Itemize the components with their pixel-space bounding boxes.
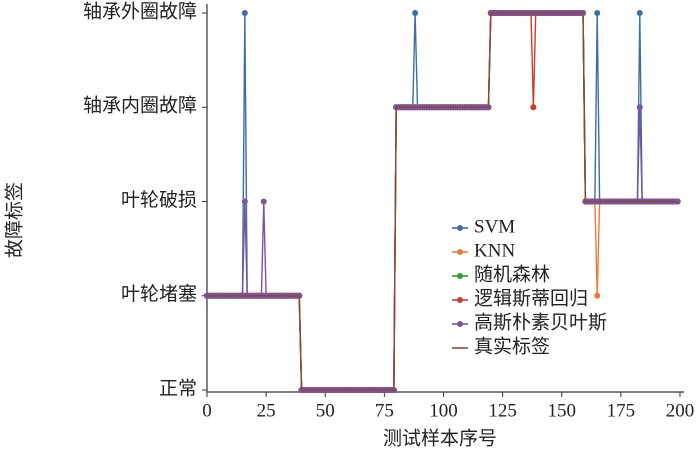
legend-marker xyxy=(457,249,463,255)
point xyxy=(260,198,267,205)
x-axis-label: 测试样本序号 xyxy=(383,427,497,449)
y-tick-label: 轴承内圈故障 xyxy=(83,95,197,117)
y-tick-label: 叶轮破损 xyxy=(121,189,197,211)
x-tick-label: 175 xyxy=(607,400,636,421)
x-tick-label: 25 xyxy=(257,400,276,421)
x-tick-label: 200 xyxy=(666,400,695,421)
point xyxy=(241,198,248,205)
point xyxy=(530,104,537,111)
x-tick-label: 125 xyxy=(488,400,517,421)
legend-label: 高斯朴素贝叶斯 xyxy=(474,311,607,333)
series-line xyxy=(207,12,678,391)
point xyxy=(594,10,601,16)
y-tick-label: 轴承外圈故障 xyxy=(83,0,197,22)
legend-label: 随机森林 xyxy=(474,263,550,285)
legend-label: 真实标签 xyxy=(474,335,550,357)
y-tick-label: 正常 xyxy=(159,377,197,399)
point xyxy=(636,104,643,111)
x-tick-label: 100 xyxy=(429,400,458,421)
legend-label: KNN xyxy=(474,240,515,261)
point xyxy=(412,10,419,16)
y-axis-label: 故障标签 xyxy=(3,182,25,258)
x-tick-label: 50 xyxy=(316,400,335,421)
legend-marker xyxy=(457,297,463,303)
legend-label: SVM xyxy=(474,216,515,237)
legend-marker xyxy=(457,225,463,231)
point xyxy=(241,10,248,16)
legend-marker xyxy=(457,321,463,327)
legend-marker xyxy=(457,273,463,279)
legend-label: 逻辑斯蒂回归 xyxy=(474,287,588,309)
point xyxy=(636,10,643,16)
x-tick-label: 150 xyxy=(548,400,577,421)
point xyxy=(594,292,601,299)
x-tick-label: 0 xyxy=(202,400,212,421)
y-tick-label: 叶轮堵塞 xyxy=(121,283,197,305)
x-tick-label: 75 xyxy=(375,400,394,421)
